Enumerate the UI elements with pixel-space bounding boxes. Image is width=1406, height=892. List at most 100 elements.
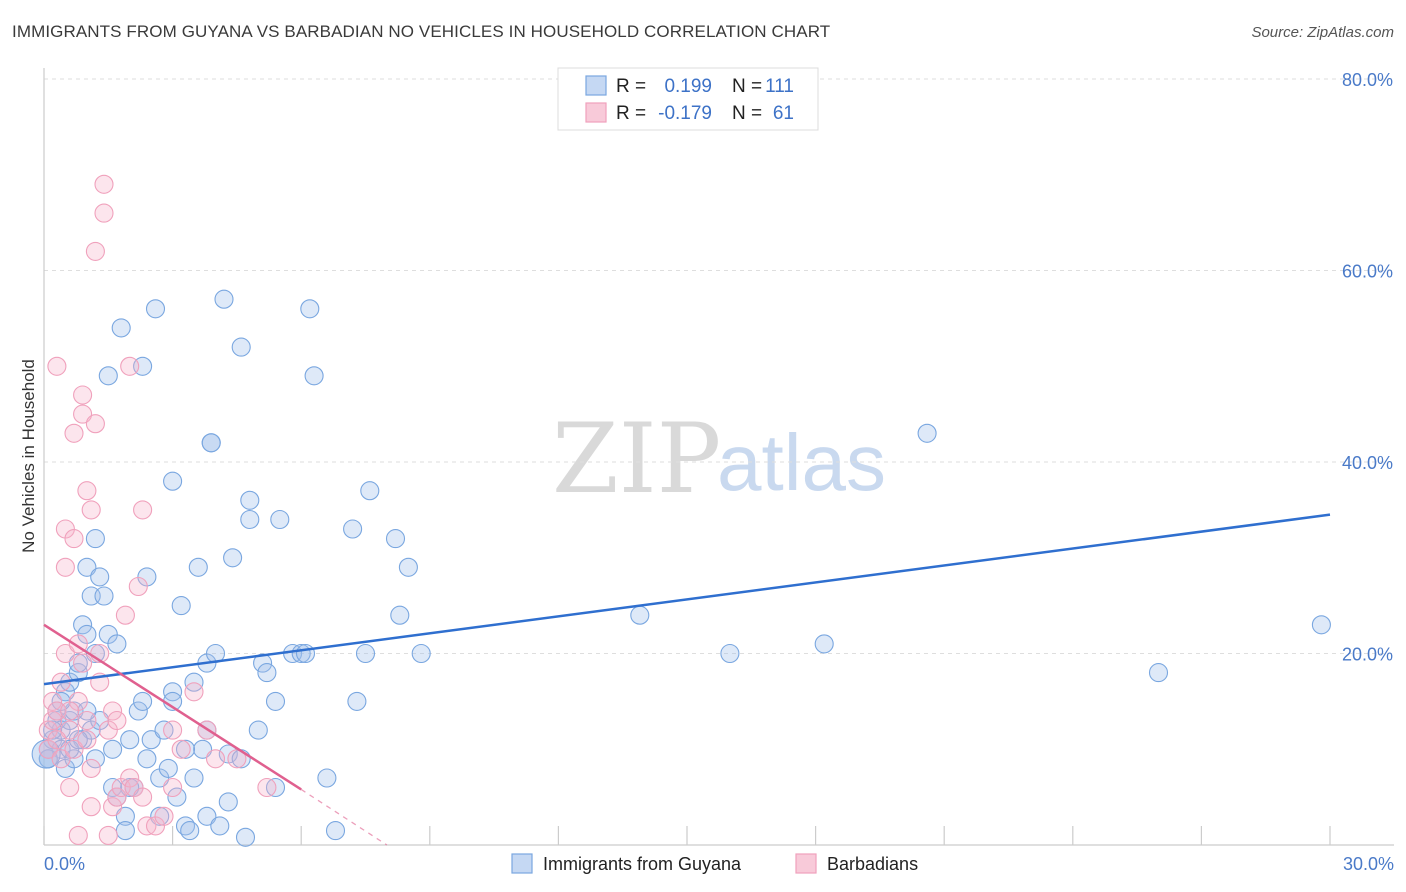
guyana-point-55 — [188, 557, 208, 577]
guyana-point-94 — [720, 643, 740, 664]
legend-r-label-0: R = — [616, 76, 646, 97]
guyana-point-36 — [128, 701, 148, 721]
guyana-point-40 — [137, 749, 157, 769]
barbadian-point-24 — [77, 730, 97, 750]
y-tick-label-1: 40.0% — [1342, 453, 1393, 473]
trend-line-barbadian — [43, 623, 302, 791]
barbadian-point-60 — [81, 758, 101, 778]
barbadian-point-42 — [120, 768, 140, 788]
watermark-atlas: atlas — [717, 418, 886, 507]
guyana-point-98 — [1311, 615, 1331, 635]
trend-line-guyana — [43, 513, 1331, 686]
legend-r-label-1: R = — [616, 103, 646, 124]
guyana-point-86 — [347, 691, 367, 711]
guyana-point-69 — [235, 827, 256, 847]
barbadian-point-5 — [47, 356, 67, 376]
legend-n-label-1: N = — [732, 103, 762, 124]
guyana-point-33 — [115, 821, 135, 841]
guyana-point-7 — [55, 682, 75, 702]
barbadian-point-57 — [257, 777, 277, 798]
guyana-point-46 — [163, 682, 183, 702]
barbadian-point-44 — [128, 576, 148, 597]
guyana-point-65 — [218, 744, 238, 764]
guyana-point-62 — [210, 816, 230, 836]
guyana-point-22 — [85, 749, 105, 769]
barbadian-point-38 — [107, 787, 127, 807]
trend-line-barbadian-extension — [300, 788, 388, 846]
guyana-point-80 — [295, 643, 316, 664]
bottom-legend-label-guyana: Immigrants from Guyana — [543, 854, 742, 874]
series-guyana-points — [31, 289, 1331, 847]
guyana-point-97 — [1148, 663, 1169, 683]
guyana-point-54 — [184, 672, 204, 692]
barbadian-point-56 — [227, 749, 247, 769]
barbadian-point-22 — [77, 710, 97, 731]
guyana-point-75 — [265, 691, 286, 711]
axes — [43, 68, 1394, 846]
guyana-point-50 — [171, 596, 191, 616]
barbadian-point-32 — [94, 203, 114, 223]
barbadian-point-49 — [154, 806, 174, 826]
barbadian-point-53 — [184, 682, 204, 702]
y-tick-labels: 20.0% 40.0% 60.0% 80.0% — [1342, 70, 1393, 665]
barbadian-point-59 — [60, 701, 80, 721]
guyana-point-74 — [257, 663, 277, 683]
guyana-point-26 — [98, 366, 118, 386]
guyana-point-92 — [411, 643, 431, 664]
barbadian-point-12 — [60, 777, 80, 798]
guyana-point-77 — [270, 509, 290, 530]
chart-title: IMMIGRANTS FROM GUYANA VS BARBADIAN NO V… — [12, 22, 831, 41]
guyana-point-32 — [115, 806, 135, 826]
barbadian-point-27 — [85, 414, 105, 434]
barbadian-point-31 — [94, 174, 114, 194]
barbadian-point-23 — [77, 481, 97, 501]
barbadian-point-7 — [51, 749, 71, 769]
barbadian-point-8 — [55, 643, 75, 664]
guyana-point-100 — [43, 720, 63, 740]
guyana-point-60 — [201, 433, 221, 453]
legend-n-value-1: 61 — [773, 103, 794, 124]
guyana-point-53 — [184, 768, 204, 788]
barbadian-point-46 — [133, 500, 153, 520]
guyana-point-87 — [355, 643, 376, 664]
guyana-point-90 — [390, 605, 410, 625]
guyana-point-66 — [223, 548, 243, 568]
guyana-point-30 — [107, 634, 127, 654]
barbadian-point-41 — [120, 356, 140, 376]
chart-source: Source: ZipAtlas.com — [1251, 24, 1394, 41]
bottom-legend-swatch-barbadian — [795, 853, 817, 874]
barbadian-point-9 — [55, 557, 75, 577]
guyana-point-23 — [90, 567, 110, 587]
guyana-point-15 — [73, 615, 93, 635]
guyana-point-105 — [85, 643, 105, 664]
guyana-point-83 — [317, 768, 337, 788]
guyana-point-70 — [240, 509, 260, 530]
barbadian-point-37 — [107, 710, 127, 731]
x-tick-label-1: 30.0% — [1343, 854, 1394, 874]
legend-r-value-1: -0.179 — [658, 103, 712, 124]
guyana-point-34 — [120, 730, 140, 750]
legend-swatch-guyana — [585, 75, 607, 96]
legend-swatch-barbadian — [585, 102, 607, 123]
bottom-legend-label-barbadian: Barbadians — [827, 854, 918, 874]
barbadian-point-20 — [73, 404, 93, 424]
barbadian-point-2 — [43, 691, 63, 711]
watermark-zip: ZIP — [552, 403, 721, 515]
barbadian-point-58 — [47, 730, 67, 750]
barbadian-point-50 — [163, 777, 183, 798]
guyana-point-82 — [304, 366, 324, 386]
barbadian-point-15 — [64, 423, 84, 443]
guyana-point-93 — [630, 605, 650, 625]
barbadian-point-36 — [103, 701, 123, 721]
trend-lines — [43, 513, 1331, 846]
guyana-point-89 — [385, 529, 406, 549]
bottom-legend-swatch-guyana — [511, 853, 533, 874]
guyana-point-64 — [218, 792, 238, 812]
legend-n-label-0: N = — [732, 76, 762, 97]
guyana-point-21 — [85, 529, 105, 549]
series-barbadian-points — [38, 174, 277, 845]
guyana-point-68 — [231, 337, 251, 357]
barbadian-point-19 — [73, 385, 93, 405]
guyana-point-42 — [145, 299, 166, 319]
